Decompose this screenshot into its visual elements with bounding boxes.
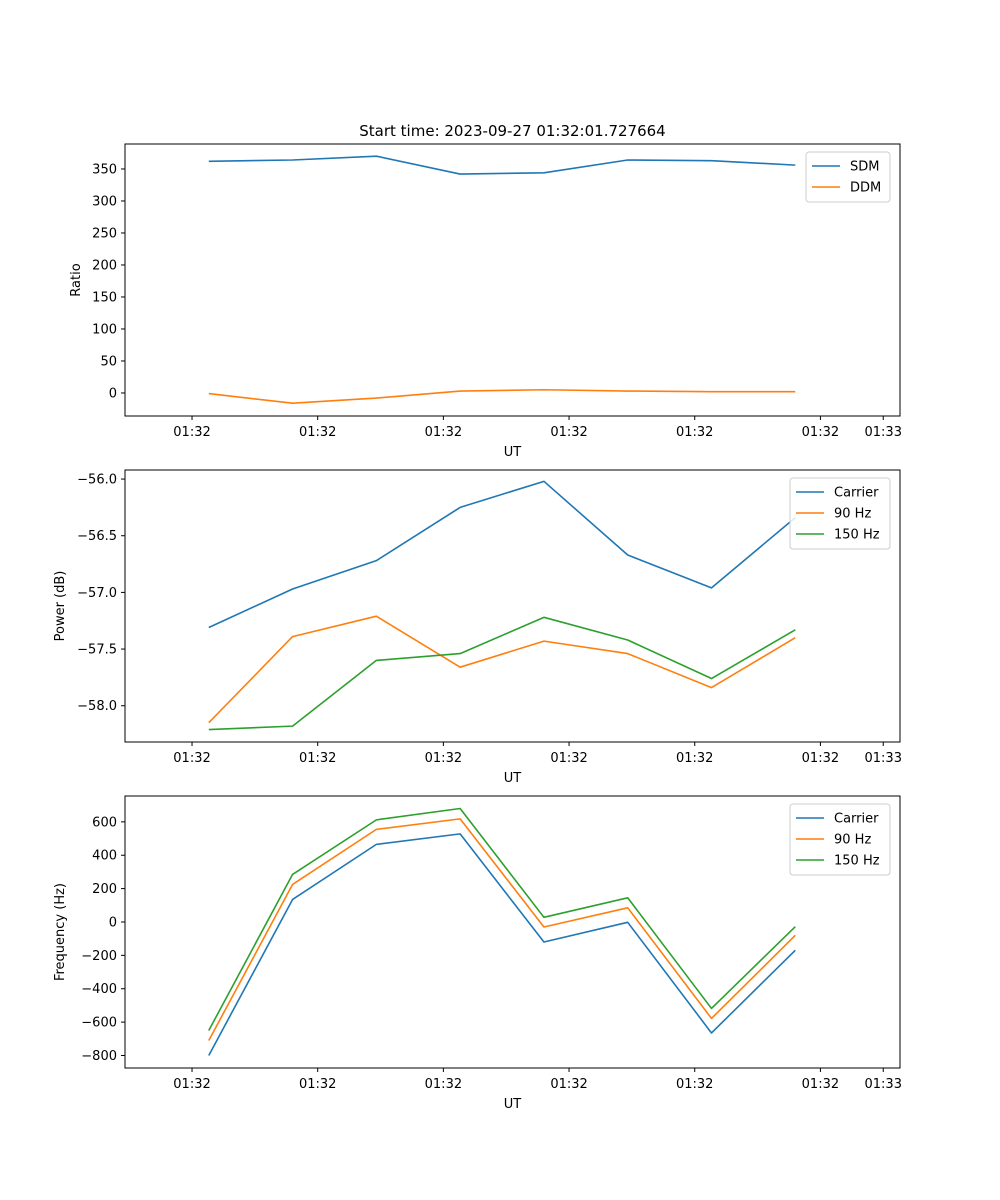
y-tick-label: −56.0 xyxy=(77,473,117,488)
series-line-sdm xyxy=(208,155,796,175)
x-tick-label: 01:32 xyxy=(173,751,210,766)
series-line-90-hz xyxy=(208,818,796,1041)
legend-label: 150 Hz xyxy=(834,528,880,543)
x-axis-label: UT xyxy=(504,1097,522,1112)
series-line-carrier xyxy=(208,480,796,629)
x-tick-label: 01:32 xyxy=(802,1077,839,1092)
y-tick-label: −58.0 xyxy=(77,699,117,714)
x-tick-label: 01:32 xyxy=(676,425,713,440)
y-tick-label: 200 xyxy=(92,882,117,897)
y-tick-label: −400 xyxy=(81,982,117,997)
x-tick-label: 01:32 xyxy=(173,425,210,440)
chart-panel-3: 01:32 01:32 01:32 01:32 01:32 01:32 01:33 −800 −… xyxy=(53,795,902,1112)
axes-frame xyxy=(124,143,901,417)
x-tick-label: 01:33 xyxy=(865,751,902,766)
chart-title: Start time: 2023-09-27 01:32:01.727664 xyxy=(359,122,665,140)
y-tick-label: 100 xyxy=(92,322,117,337)
x-tick-label: 01:32 xyxy=(425,1077,462,1092)
legend-label: Carrier xyxy=(834,486,879,501)
legend-box xyxy=(789,477,891,550)
series-line-90-hz xyxy=(208,615,796,724)
chart-panel-2: 01:32 01:32 01:32 01:32 01:32 01:32 01:33 −58.0… xyxy=(53,469,902,786)
x-tick-label: 01:33 xyxy=(865,1077,902,1092)
legend-label: SDM xyxy=(850,160,879,175)
x-tick-label: 01:32 xyxy=(802,425,839,440)
y-axis-label: Power (dB) xyxy=(53,571,68,642)
x-tick-label: 01:32 xyxy=(425,425,462,440)
axes-frame xyxy=(124,795,901,1069)
x-tick-label: 01:32 xyxy=(802,751,839,766)
legend-label: 90 Hz xyxy=(834,833,871,848)
y-tick-label: 150 xyxy=(92,290,117,305)
legend-label: Carrier xyxy=(834,812,879,827)
y-tick-label: 600 xyxy=(92,815,117,830)
x-axis-label: UT xyxy=(504,771,522,786)
legend-label: DDM xyxy=(850,181,881,196)
y-tick-label: −56.5 xyxy=(77,529,117,544)
y-tick-label: 350 xyxy=(92,162,117,177)
x-axis-label: UT xyxy=(504,445,522,460)
y-tick-label: −57.0 xyxy=(77,586,117,601)
chart-panel-1: Start time: 2023-09-27 01:32:01.72766401… xyxy=(69,122,902,460)
x-tick-label: 01:32 xyxy=(425,751,462,766)
legend-label: 150 Hz xyxy=(834,854,880,869)
x-tick-label: 01:32 xyxy=(550,1077,587,1092)
x-tick-label: 01:32 xyxy=(550,425,587,440)
y-tick-label: −57.5 xyxy=(77,643,117,658)
x-tick-label: 01:32 xyxy=(299,1077,336,1092)
y-tick-label: −200 xyxy=(81,949,117,964)
legend-box xyxy=(805,151,891,203)
y-tick-label: 250 xyxy=(92,226,117,241)
y-tick-label: 400 xyxy=(92,849,117,864)
x-tick-label: 01:32 xyxy=(676,751,713,766)
x-tick-label: 01:32 xyxy=(550,751,587,766)
series-line-ddm xyxy=(208,388,796,405)
series-line-carrier xyxy=(208,833,796,1056)
y-tick-label: 50 xyxy=(100,354,117,369)
x-tick-label: 01:32 xyxy=(299,425,336,440)
x-tick-label: 01:33 xyxy=(865,425,902,440)
legend-box xyxy=(789,803,891,876)
x-tick-label: 01:32 xyxy=(173,1077,210,1092)
x-tick-label: 01:32 xyxy=(299,751,336,766)
x-tick-label: 01:32 xyxy=(676,1077,713,1092)
axes-frame xyxy=(124,469,901,743)
y-tick-label: 200 xyxy=(92,258,117,273)
series-line-150-hz xyxy=(208,616,796,731)
y-axis-label: Frequency (Hz) xyxy=(53,883,68,981)
y-tick-label: 0 xyxy=(109,915,117,930)
legend-label: 90 Hz xyxy=(834,507,871,522)
y-tick-label: −600 xyxy=(81,1016,117,1031)
y-tick-label: 0 xyxy=(109,386,117,401)
y-axis-label: Ratio xyxy=(69,263,84,296)
y-tick-label: 300 xyxy=(92,194,117,209)
y-tick-label: −800 xyxy=(81,1049,117,1064)
series-line-150-hz xyxy=(208,807,796,1031)
